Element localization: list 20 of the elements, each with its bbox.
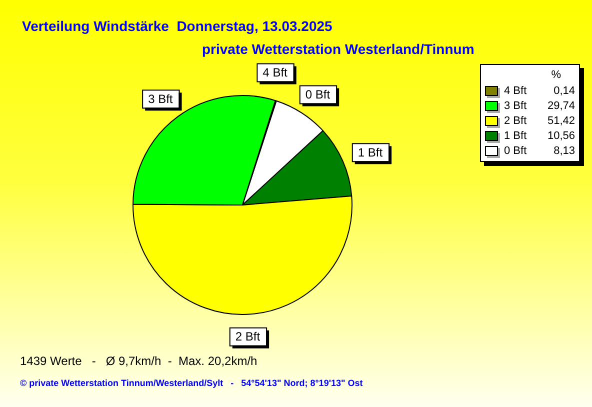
legend-label: 4 Bft	[504, 84, 528, 96]
text: © private Wetterstation Tinnum/Westerland/Sylt - 54°54'13" Nord; 8°19'13" Ost	[20, 378, 363, 388]
slice-label: 1 Bft	[358, 145, 384, 160]
legend-title: %	[550, 69, 562, 83]
data-label: 29,74	[546, 100, 575, 112]
data-label: 10,56	[546, 130, 575, 142]
slice-label: 0 Bft	[305, 88, 331, 102]
legend-label: 2 Bft	[504, 114, 528, 126]
legend-label: 3 Bft	[504, 100, 528, 112]
legend-label: 1 Bft	[504, 130, 528, 142]
chart-subtitle: private Wetterstation Westerland/Tinnum	[202, 41, 474, 57]
data-label: 0,14	[552, 84, 575, 96]
text: 1439 Werte - Ø 9,7km/h - Max. 20,2km/h	[20, 354, 258, 368]
slice-label: 2 Bft	[235, 330, 261, 344]
slice-label: 4 Bft	[262, 66, 288, 80]
data-label: 51,42	[546, 114, 575, 126]
chart-title: Verteilung Windstärke Donnerstag, 13.03.2025	[22, 18, 332, 34]
data-label: 8,13	[552, 144, 575, 156]
slice-label: 3 Bft	[148, 92, 174, 106]
legend-label: 0 Bft	[504, 144, 528, 156]
